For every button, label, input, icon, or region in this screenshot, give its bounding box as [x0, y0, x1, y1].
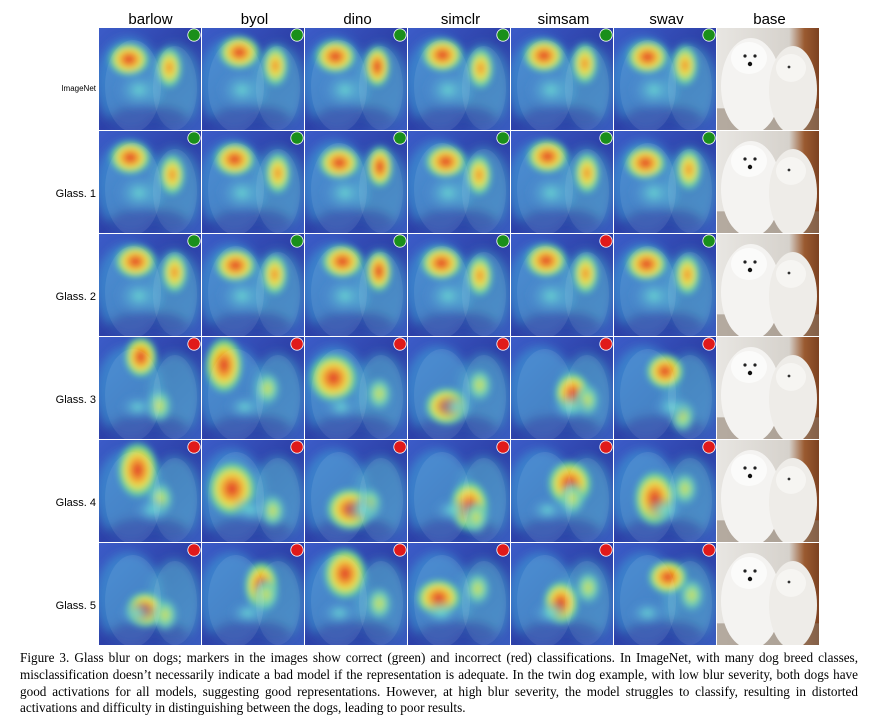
image-cell-swav-6 [614, 543, 716, 645]
classification-marker-red [599, 234, 613, 248]
column-header-swav: swav [649, 11, 684, 28]
column-header-simclr: simclr [440, 11, 481, 28]
classification-marker-green [290, 131, 304, 145]
image-cell-simclr-1 [408, 28, 510, 130]
classification-marker-red [393, 543, 407, 557]
classification-marker-red [187, 337, 201, 351]
heatmap-grid [99, 28, 819, 645]
classification-marker-red [702, 543, 716, 557]
image-cell-byol-2 [202, 131, 304, 233]
image-cell-swav-5 [614, 440, 716, 542]
image-cell-swav-4 [614, 337, 716, 439]
image-cell-dino-4 [305, 337, 407, 439]
image-cell-swav-3 [614, 234, 716, 336]
image-cell-byol-4 [202, 337, 304, 439]
classification-marker-green [393, 28, 407, 42]
image-cell-barlow-4 [99, 337, 201, 439]
image-cell-dino-3 [305, 234, 407, 336]
image-cell-byol-1 [202, 28, 304, 130]
classification-marker-red [290, 440, 304, 454]
classification-marker-red [496, 543, 510, 557]
image-cell-byol-6 [202, 543, 304, 645]
image-cell-simsam-6 [511, 543, 613, 645]
image-cell-simclr-6 [408, 543, 510, 645]
image-cell-base-4 [717, 337, 819, 439]
row-label-glass-5: Glass. 5 [55, 600, 96, 612]
classification-marker-red [599, 543, 613, 557]
image-cell-simclr-5 [408, 440, 510, 542]
image-cell-base-1 [717, 28, 819, 130]
image-cell-byol-5 [202, 440, 304, 542]
image-cell-simsam-4 [511, 337, 613, 439]
row-label-imagenet: ImageNet [61, 84, 96, 93]
classification-marker-green [702, 28, 716, 42]
classification-marker-green [496, 28, 510, 42]
classification-marker-green [496, 234, 510, 248]
classification-marker-red [702, 440, 716, 454]
image-cell-base-6 [717, 543, 819, 645]
classification-marker-green [496, 131, 510, 145]
column-header-barlow: barlow [128, 11, 173, 28]
image-cell-swav-2 [614, 131, 716, 233]
image-cell-byol-3 [202, 234, 304, 336]
row-label-glass-3: Glass. 3 [55, 394, 96, 406]
image-cell-simsam-5 [511, 440, 613, 542]
classification-marker-green [187, 234, 201, 248]
column-header-simsam: simsam [537, 11, 590, 28]
classification-marker-red [393, 337, 407, 351]
column-header-byol: byol [240, 11, 269, 28]
image-cell-dino-2 [305, 131, 407, 233]
classification-marker-green [187, 131, 201, 145]
image-cell-simclr-2 [408, 131, 510, 233]
classification-marker-green [599, 28, 613, 42]
image-cell-base-2 [717, 131, 819, 233]
row-label-glass-2: Glass. 2 [55, 291, 96, 303]
classification-marker-green [393, 234, 407, 248]
image-cell-simclr-3 [408, 234, 510, 336]
image-cell-swav-1 [614, 28, 716, 130]
classification-marker-green [290, 28, 304, 42]
classification-marker-red [496, 337, 510, 351]
classification-marker-red [187, 543, 201, 557]
image-cell-simsam-3 [511, 234, 613, 336]
column-header-dino: dino [343, 11, 372, 28]
image-cell-base-5 [717, 440, 819, 542]
image-cell-simsam-1 [511, 28, 613, 130]
row-label-glass-4: Glass. 4 [55, 497, 96, 509]
row-label-glass-1: Glass. 1 [55, 188, 96, 200]
image-cell-simsam-2 [511, 131, 613, 233]
classification-marker-red [290, 337, 304, 351]
classification-marker-red [393, 440, 407, 454]
image-cell-dino-5 [305, 440, 407, 542]
classification-marker-green [702, 234, 716, 248]
classification-marker-green [290, 234, 304, 248]
image-cell-barlow-1 [99, 28, 201, 130]
classification-marker-red [187, 440, 201, 454]
image-cell-simclr-4 [408, 337, 510, 439]
image-cell-barlow-6 [99, 543, 201, 645]
image-cell-barlow-5 [99, 440, 201, 542]
figure-caption: Figure 3. Glass blur on dogs; markers in… [20, 650, 858, 716]
classification-marker-red [496, 440, 510, 454]
column-header-base: base [753, 11, 786, 28]
classification-marker-green [599, 131, 613, 145]
classification-marker-red [599, 440, 613, 454]
classification-marker-red [290, 543, 304, 557]
image-cell-dino-1 [305, 28, 407, 130]
classification-marker-green [187, 28, 201, 42]
image-cell-barlow-3 [99, 234, 201, 336]
classification-marker-red [702, 337, 716, 351]
image-cell-barlow-2 [99, 131, 201, 233]
classification-marker-green [393, 131, 407, 145]
image-cell-dino-6 [305, 543, 407, 645]
classification-marker-red [599, 337, 613, 351]
classification-marker-green [702, 131, 716, 145]
image-cell-base-3 [717, 234, 819, 336]
